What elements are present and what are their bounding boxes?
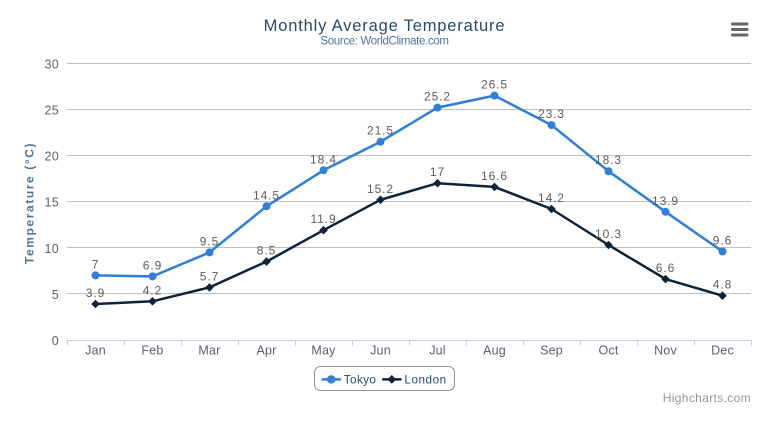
svg-text:17: 17 bbox=[430, 165, 445, 179]
svg-text:10.3: 10.3 bbox=[595, 227, 622, 241]
svg-text:6.6: 6.6 bbox=[656, 261, 675, 275]
svg-text:20: 20 bbox=[44, 150, 59, 164]
svg-text:May: May bbox=[311, 343, 336, 357]
svg-text:Source: WorldClimate.com: Source: WorldClimate.com bbox=[320, 36, 448, 48]
svg-text:Tokyo: Tokyo bbox=[344, 374, 377, 387]
svg-text:Jan: Jan bbox=[85, 343, 106, 357]
svg-text:4.8: 4.8 bbox=[713, 278, 732, 292]
svg-text:Sep: Sep bbox=[540, 343, 563, 357]
svg-text:26.5: 26.5 bbox=[481, 78, 508, 92]
svg-text:Monthly Average Temperature: Monthly Average Temperature bbox=[264, 17, 506, 35]
svg-text:4.2: 4.2 bbox=[143, 283, 162, 297]
svg-text:14.2: 14.2 bbox=[538, 191, 565, 205]
svg-text:14.5: 14.5 bbox=[253, 188, 280, 202]
svg-text:9.5: 9.5 bbox=[200, 234, 219, 248]
svg-text:10: 10 bbox=[44, 242, 59, 256]
svg-text:18.4: 18.4 bbox=[310, 152, 337, 166]
svg-text:3.9: 3.9 bbox=[86, 286, 105, 300]
svg-text:5: 5 bbox=[52, 288, 59, 302]
svg-text:13.9: 13.9 bbox=[652, 194, 679, 208]
svg-text:25: 25 bbox=[44, 103, 59, 117]
svg-text:16.6: 16.6 bbox=[481, 169, 508, 183]
svg-text:Nov: Nov bbox=[654, 343, 677, 357]
svg-text:Highcharts.com: Highcharts.com bbox=[663, 391, 751, 405]
svg-text:London: London bbox=[404, 374, 446, 387]
svg-text:18.3: 18.3 bbox=[595, 153, 622, 167]
svg-text:0: 0 bbox=[52, 334, 59, 348]
svg-text:Jul: Jul bbox=[429, 343, 446, 357]
svg-text:7: 7 bbox=[92, 257, 100, 271]
svg-text:15: 15 bbox=[44, 196, 59, 210]
svg-text:Feb: Feb bbox=[141, 343, 163, 357]
svg-text:Oct: Oct bbox=[598, 343, 618, 357]
svg-text:Apr: Apr bbox=[256, 343, 276, 357]
svg-text:23.3: 23.3 bbox=[538, 107, 565, 121]
svg-text:15.2: 15.2 bbox=[367, 182, 394, 196]
svg-text:21.5: 21.5 bbox=[367, 124, 394, 138]
svg-text:5.7: 5.7 bbox=[200, 269, 219, 283]
svg-text:30: 30 bbox=[44, 57, 59, 71]
svg-text:9.6: 9.6 bbox=[713, 234, 732, 248]
svg-text:Mar: Mar bbox=[198, 343, 220, 357]
svg-text:Dec: Dec bbox=[711, 343, 734, 357]
svg-text:Jun: Jun bbox=[370, 343, 391, 357]
svg-text:Temperature (°C): Temperature (°C) bbox=[23, 142, 37, 264]
svg-text:Aug: Aug bbox=[483, 343, 506, 357]
svg-text:6.9: 6.9 bbox=[143, 258, 162, 272]
svg-text:11.9: 11.9 bbox=[310, 212, 336, 226]
svg-text:25.2: 25.2 bbox=[424, 90, 451, 104]
svg-text:8.5: 8.5 bbox=[257, 244, 276, 258]
